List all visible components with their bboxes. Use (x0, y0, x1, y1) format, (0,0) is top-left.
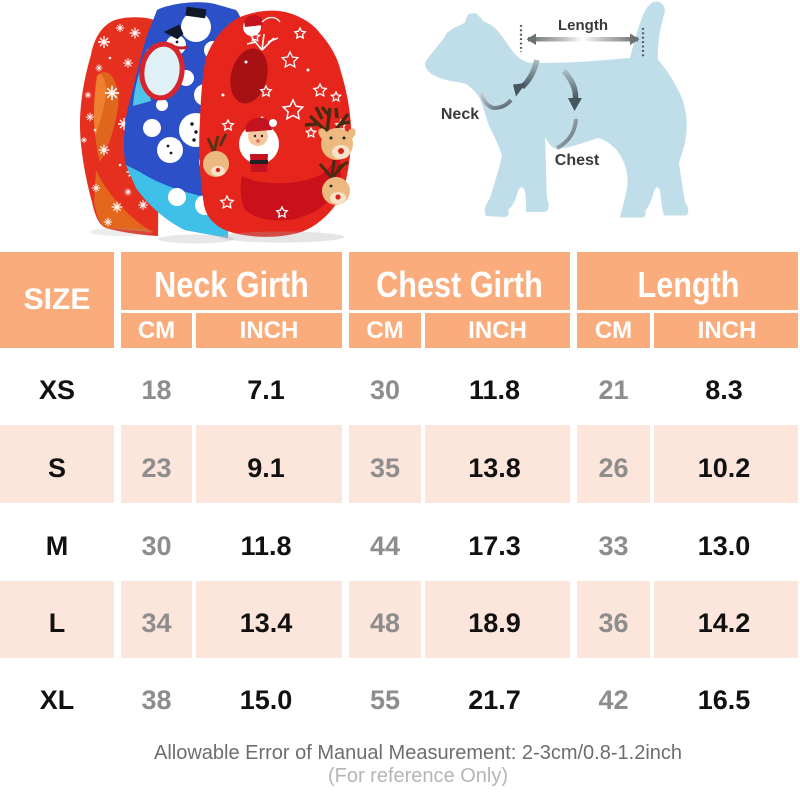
svg-text:Length: Length (558, 17, 608, 34)
svg-text:Chest: Chest (555, 152, 600, 169)
svg-text:Neck: Neck (441, 106, 479, 123)
